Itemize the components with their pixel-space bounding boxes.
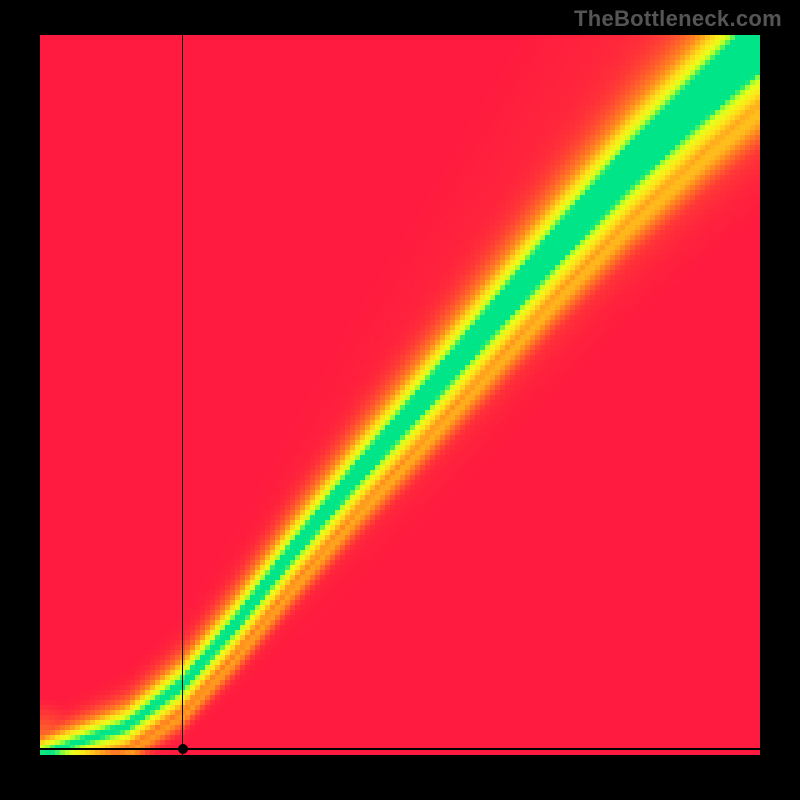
crosshair-marker <box>178 744 188 754</box>
heatmap-canvas <box>40 35 760 755</box>
figure-root: TheBottleneck.com <box>0 0 800 800</box>
plot-area <box>40 35 760 755</box>
crosshair-horizontal <box>40 748 760 750</box>
watermark-text: TheBottleneck.com <box>574 6 782 32</box>
crosshair-vertical <box>182 35 184 755</box>
